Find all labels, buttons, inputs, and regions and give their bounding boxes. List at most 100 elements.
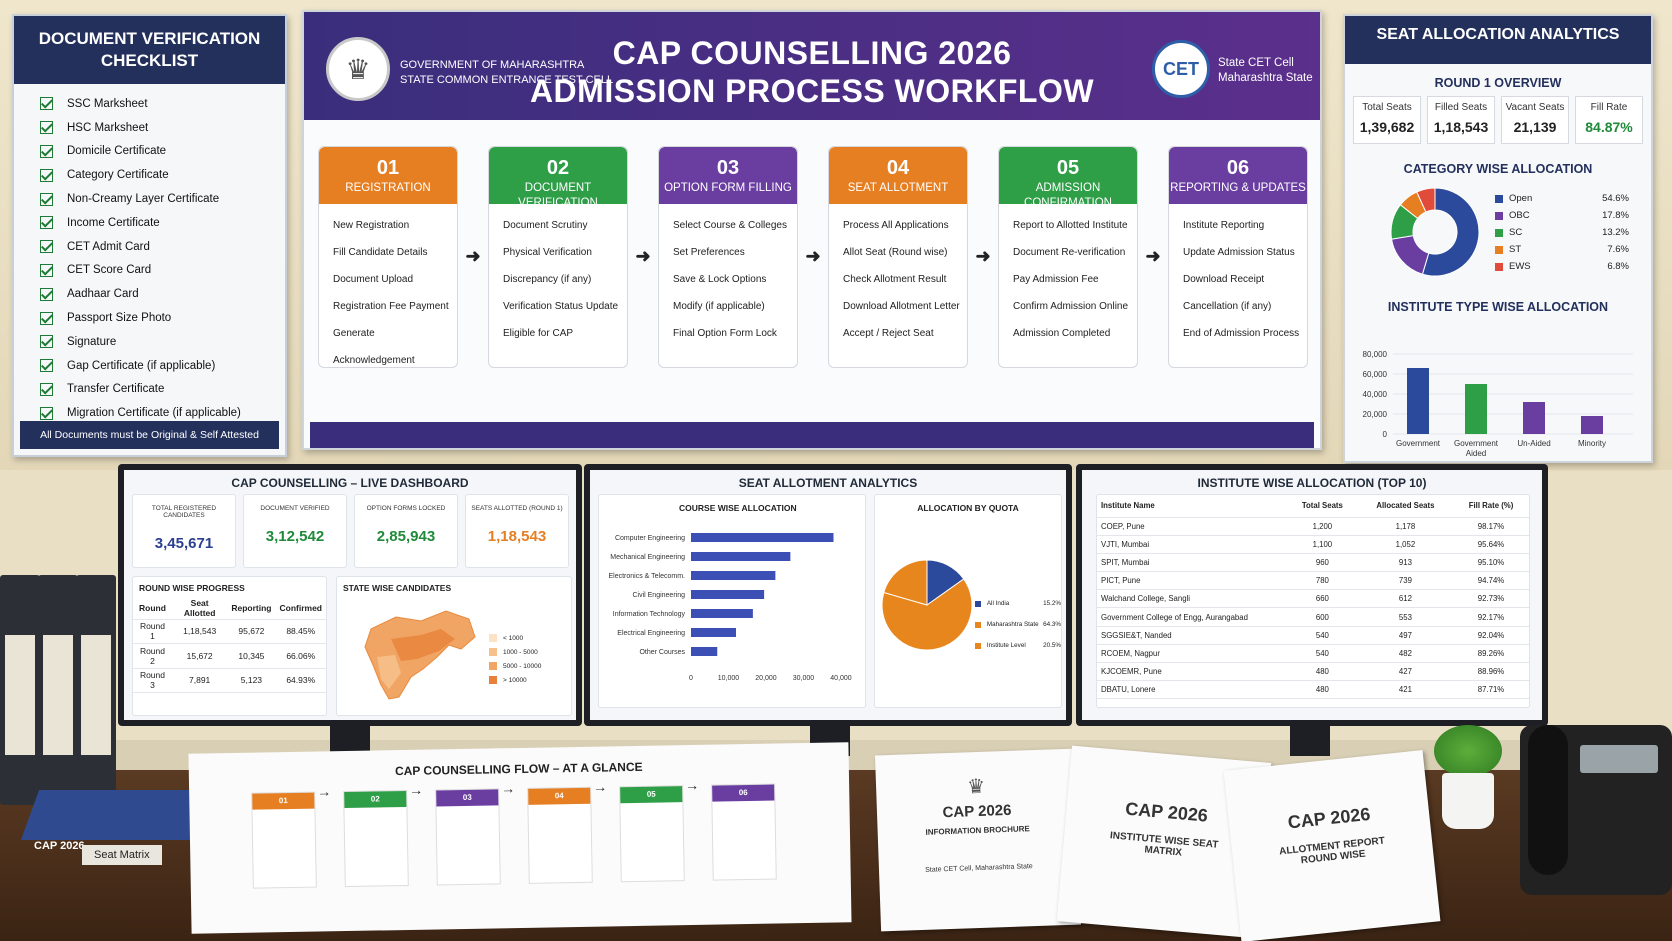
- binder: [0, 575, 40, 805]
- table-cell: 64.93%: [275, 668, 326, 693]
- checklist-item: Migration Certificate (if applicable): [40, 401, 285, 425]
- checklist-item: Passport Size Photo: [40, 306, 285, 330]
- x-tick-label: Government: [1454, 439, 1499, 448]
- category-legend: Open 54.6% OBC 17.8% SC 13.2% ST 7.6% EWS 6.8%: [1495, 190, 1640, 275]
- institute-type-bar-chart: 0 20,000 40,000 60,000 80,000 Government Gover…: [1363, 350, 1633, 458]
- brochure-1-footer: State CET Cell, Maharashtra State: [925, 863, 1033, 874]
- legend-value: 20.5%: [1043, 642, 1062, 649]
- information-brochure: ♛ CAP 2026 INFORMATION BROCHURE State CE…: [874, 748, 1082, 932]
- step-item: Save & Lock Options: [673, 274, 767, 285]
- step-item: Institute Reporting: [1183, 220, 1265, 231]
- step-header: 01 REGISTRATION: [319, 147, 457, 204]
- round-overview-title: ROUND 1 OVERVIEW: [1434, 76, 1562, 90]
- course-wise-card: COURSE WISE ALLOCATION Computer Engineer…: [598, 494, 866, 708]
- cet-logo-icon: CET: [1152, 40, 1210, 98]
- binder: [76, 575, 116, 805]
- arrow-right-icon: →: [409, 781, 424, 798]
- table-row: DBATU, Lonere 480 421 87.71%: [1097, 680, 1529, 700]
- table-cell: 15,672: [171, 643, 228, 669]
- x-tick-label: Aided: [1466, 449, 1486, 458]
- legend-swatch: [1495, 245, 1503, 254]
- dashboard-stat-card: OPTION FORMS LOCKED 2,85,943: [354, 494, 458, 568]
- checklist-footer: All Documents must be Original & Self At…: [20, 421, 279, 449]
- desk-phone-icon: [1520, 725, 1672, 895]
- kpi-value: 1,39,682: [1359, 119, 1415, 135]
- table-cell: 1,178: [1357, 517, 1454, 536]
- legend-swatch: [489, 662, 497, 670]
- checklist-item: Transfer Certificate: [40, 378, 285, 402]
- checkbox-checked-icon: [40, 406, 53, 420]
- checkbox-checked-icon: [40, 263, 53, 277]
- checklist-item: Signature: [40, 330, 285, 354]
- table-cell: 95,672: [227, 619, 276, 644]
- quota-title: ALLOCATION BY QUOTA: [917, 503, 1019, 513]
- step-item: Generate Acknowledgement: [333, 328, 415, 366]
- title-line-1: CAP COUNSELLING 2026: [612, 35, 1012, 71]
- step-item: Registration Fee Payment: [333, 301, 449, 312]
- mini-step-card: 06: [711, 783, 777, 881]
- legend-swatch: [489, 676, 497, 684]
- gov-line-1: GOVERNMENT OF MAHARASHTRA: [400, 59, 585, 71]
- state-legend: < 1000 1000 - 5000 5000 - 10000 > 10000: [489, 631, 541, 687]
- dashboard-stat-card: DOCUMENT VERIFIED 3,12,542: [243, 494, 347, 568]
- table-cell: 913: [1357, 553, 1454, 573]
- table-cell: 7,891: [171, 668, 228, 693]
- mini-step-header: 05: [620, 786, 683, 804]
- table-cell: Government College of Engg, Aurangabad: [1097, 607, 1287, 627]
- x-tick-label: Government: [1396, 439, 1441, 448]
- stat-label: TOTAL REGISTERED CANDIDATES: [151, 505, 217, 519]
- step-item: Document Upload: [333, 274, 414, 285]
- table-header: Allocated Seats: [1357, 495, 1454, 518]
- checkbox-checked-icon: [40, 121, 53, 135]
- binder-year: CAP 2026: [34, 840, 85, 852]
- stat-label: OPTION FORMS LOCKED: [366, 505, 446, 512]
- table-row: SPIT, Mumbai 960 913 95.10%: [1097, 553, 1529, 573]
- table-row: Round 1 1,18,543 95,672 88.45%: [133, 619, 326, 644]
- step-item: Download Allotment Letter: [843, 301, 960, 312]
- workflow-step: 05 ADMISSION CONFIRMATION Report to Allott…: [998, 146, 1138, 368]
- quota-slice: [881, 578, 973, 651]
- table-cell: 660: [1287, 589, 1358, 609]
- step-item: Verification Status Update: [503, 301, 619, 312]
- checkbox-checked-icon: [40, 144, 53, 158]
- table-cell: 88.96%: [1453, 662, 1529, 682]
- table-cell: 66.06%: [275, 643, 326, 669]
- cet-line-2: Maharashtra State: [1218, 72, 1313, 84]
- legend-value: 64.3%: [1043, 621, 1062, 628]
- course-bar: [691, 628, 736, 637]
- institute-table-card: Institute Name Total Seats Allocated Seats…: [1096, 494, 1530, 708]
- category-legend-item: SC 13.2%: [1495, 224, 1640, 241]
- dashboard-stat-card: SEATS ALLOTTED (ROUND 1) 1,18,543: [465, 494, 569, 568]
- table-cell: 739: [1357, 571, 1454, 591]
- arrow-right-icon: →: [592, 778, 608, 795]
- step-item: Cancellation (if any): [1183, 301, 1272, 312]
- allotment-report-brochure: CAP 2026 ALLOTMENT REPORT ROUND WISE: [1223, 750, 1441, 941]
- institute-bar: [1523, 402, 1545, 434]
- checklist-item: HSC Marksheet: [40, 116, 285, 140]
- kpi-tile: Filled Seats 1,18,543: [1427, 96, 1495, 144]
- legend-value: 15.2%: [1043, 600, 1062, 607]
- state-legend-item: > 10000: [489, 673, 541, 687]
- y-tick-label: Civil Engineering: [632, 592, 685, 599]
- step-item: Report to Allotted Institute: [1013, 220, 1128, 231]
- course-bar: [691, 552, 791, 561]
- arrow-right-icon: →: [684, 776, 700, 794]
- institute-table-screen: INSTITUTE WISE ALLOCATION (TOP 10) Insti…: [1082, 470, 1542, 720]
- mini-step-card: 02: [343, 789, 409, 888]
- state-wise-title: STATE WISE CANDIDATES: [343, 583, 452, 593]
- binder-year-label: CAP 2026: [34, 840, 94, 853]
- legend-label: > 10000: [503, 676, 527, 684]
- legend-value: 17.8%: [1602, 210, 1629, 221]
- institute-bar: [1407, 368, 1429, 434]
- workflow-step: 03 OPTION FORM FILLING Select Course & Col…: [658, 146, 798, 368]
- legend-label: 1000 - 5000: [503, 648, 538, 656]
- legend-label: Maharashtra State: [986, 621, 1039, 628]
- legend-label: EWS: [1509, 261, 1531, 272]
- table-header: Institute Name: [1097, 495, 1287, 518]
- table-cell: 482: [1357, 644, 1454, 664]
- table-cell: 1,200: [1287, 517, 1358, 536]
- institute-table-title: INSTITUTE WISE ALLOCATION (TOP 10): [1197, 476, 1427, 490]
- analytics-title: SEAT ALLOCATION ANALYTICS: [1345, 16, 1651, 64]
- checkbox-checked-icon: [40, 97, 53, 111]
- table-header: Seat Allotted: [171, 597, 228, 620]
